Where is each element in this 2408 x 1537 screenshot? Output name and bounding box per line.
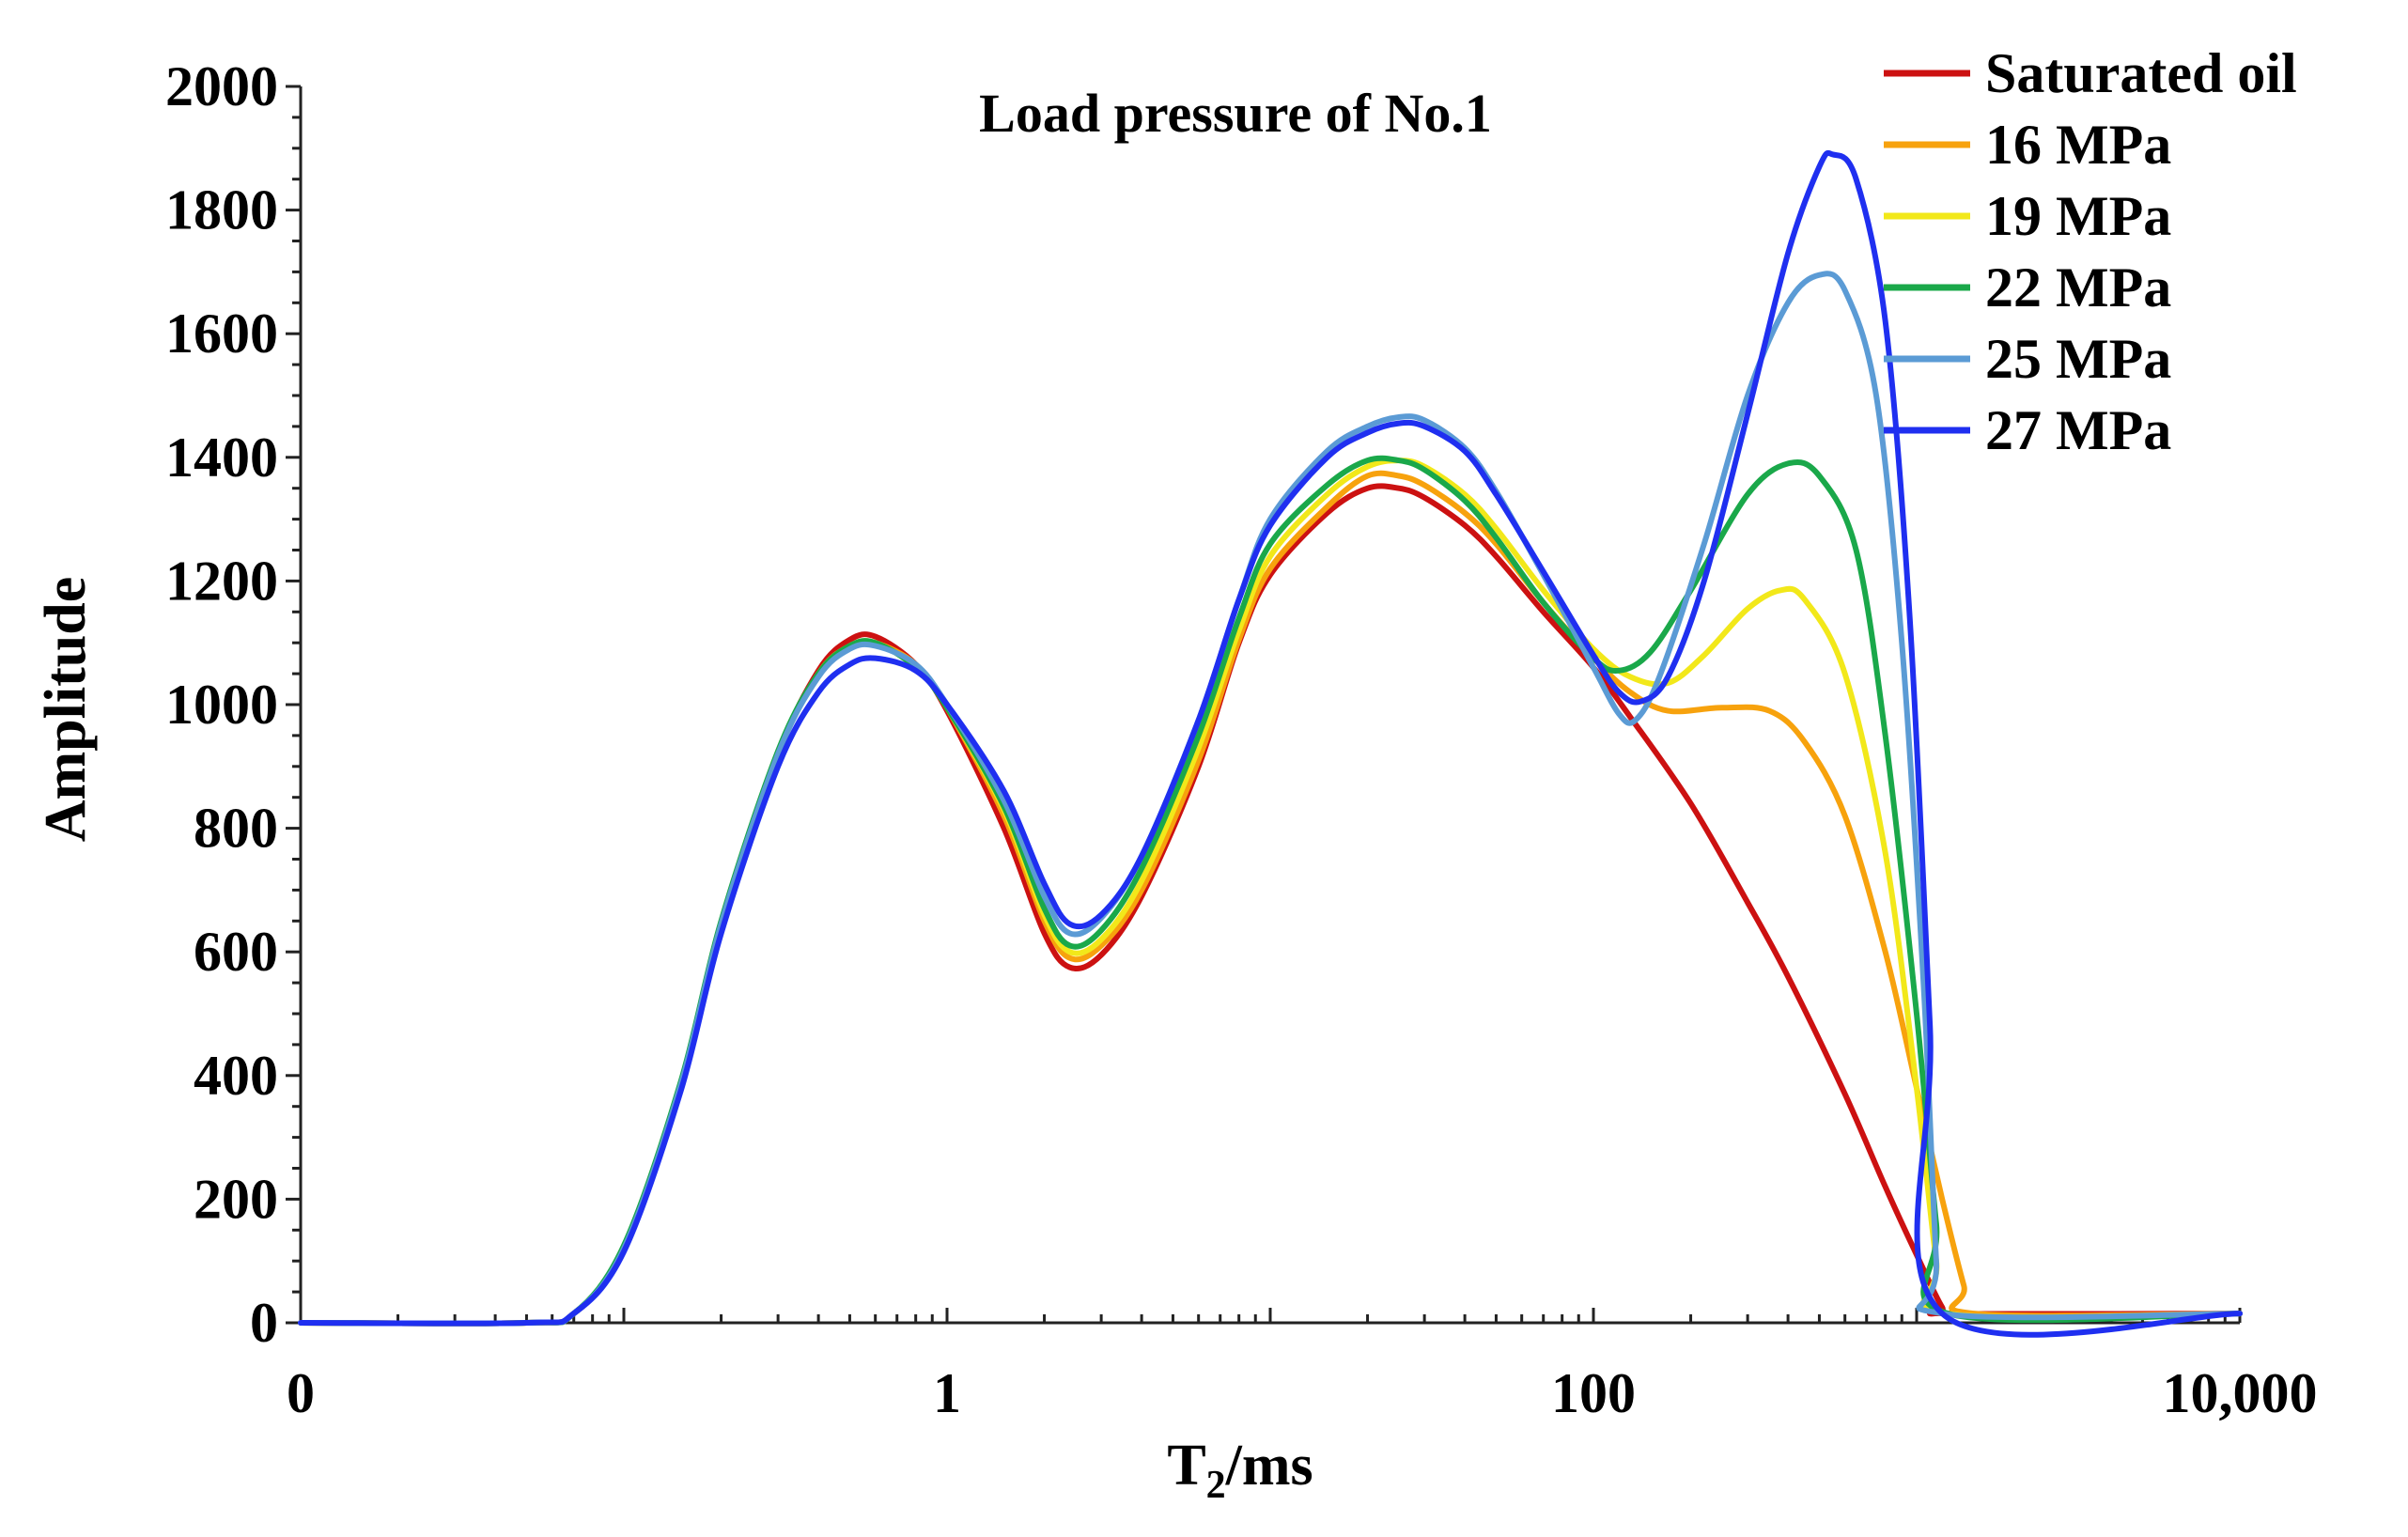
series-line-19-mpa [298, 458, 2243, 1327]
x-axis-title-suffix: /ms [1225, 1434, 1313, 1498]
y-tick-label: 1200 [165, 550, 278, 612]
x-tick-label: 100 [1551, 1362, 1636, 1424]
legend: Saturated oil 16 MPa 19 MPa 22 MPa 25 MPa 27 … [1884, 42, 2297, 461]
x-axis-ticks: 0 1 100 10,000 [287, 1308, 2318, 1424]
y-tick-label: 600 [194, 921, 278, 983]
y-tick-label: 200 [194, 1168, 278, 1230]
series-line-22-mpa [298, 455, 2243, 1327]
legend-label-22-mpa: 22 MPa [1985, 256, 2171, 318]
series-line-25-mpa [298, 271, 2243, 1327]
series-lines [298, 149, 2243, 1338]
x-axis-title: T2/ms [1167, 1434, 1313, 1507]
x-tick-label: 1 [933, 1362, 961, 1424]
y-tick-label: 2000 [165, 55, 278, 117]
y-axis-title: Amplitude [34, 577, 98, 842]
x-axis-title-main: T [1167, 1434, 1205, 1498]
y-tick-label: 1400 [165, 427, 278, 489]
x-tick-label: 0 [287, 1362, 315, 1424]
y-tick-label: 1800 [165, 179, 278, 241]
y-tick-label: 1000 [165, 674, 278, 736]
legend-label-27-mpa: 27 MPa [1985, 399, 2171, 461]
y-tick-label: 0 [250, 1292, 278, 1354]
y-tick-label: 1600 [165, 303, 278, 365]
series-line-16-mpa [298, 470, 2243, 1327]
legend-label-saturated-oil: Saturated oil [1985, 42, 2297, 104]
plot-axes [299, 86, 2240, 1325]
chart-title: Load pressure of No.1 [979, 83, 1492, 144]
y-tick-label: 400 [194, 1045, 278, 1107]
legend-label-16-mpa: 16 MPa [1985, 114, 2171, 176]
legend-label-19-mpa: 19 MPa [1985, 185, 2171, 247]
legend-label-25-mpa: 25 MPa [1985, 328, 2171, 390]
x-tick-label: 10,000 [2163, 1362, 2318, 1424]
y-axis-ticks: 0 200 400 600 800 1000 1200 1400 1600 1800 2000 [165, 55, 301, 1354]
y-tick-label: 800 [194, 798, 278, 860]
series-line-saturated-oil [298, 483, 2243, 1327]
series-line-27-mpa [298, 149, 2243, 1338]
x-axis-title-subscript: 2 [1206, 1464, 1226, 1507]
